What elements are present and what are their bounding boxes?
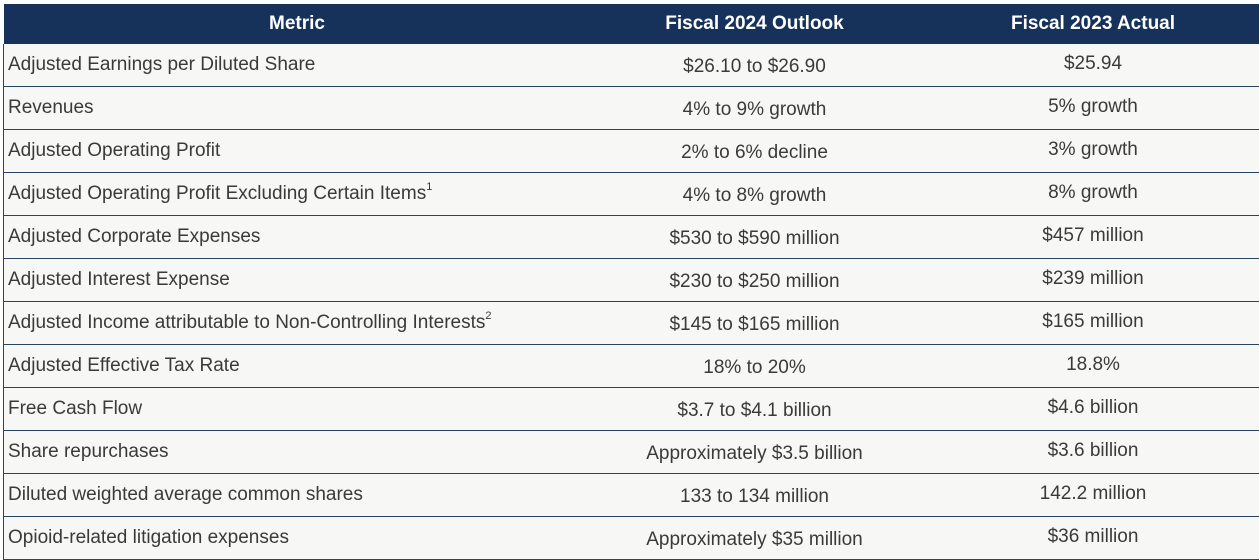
metric-cell: Free Cash Flow xyxy=(4,388,591,431)
metric-cell: Revenues xyxy=(4,87,591,130)
fiscal-2024-outlook-cell: 2% to 6% decline xyxy=(591,130,919,173)
fiscal-2023-actual-cell: 18.8% xyxy=(919,345,1259,388)
fiscal-2024-outlook-cell: 18% to 20% xyxy=(591,345,919,388)
metric-cell: Adjusted Income attributable to Non-Cont… xyxy=(4,302,591,345)
metric-label: Diluted weighted average common shares xyxy=(8,484,363,505)
table-row: Share repurchases Approximately $3.5 bill… xyxy=(4,431,1259,474)
fiscal-2023-actual-cell: 3% growth xyxy=(919,130,1259,173)
table-row: Adjusted Effective Tax Rate 18% to 20%18.… xyxy=(4,345,1259,388)
table-row: Adjusted Income attributable to Non-Cont… xyxy=(4,302,1259,345)
fiscal-2024-outlook-cell: $530 to $590 million xyxy=(591,216,919,259)
column-header-fiscal-2023-actual: Fiscal 2023 Actual xyxy=(919,4,1259,44)
metric-cell: Adjusted Earnings per Diluted Share xyxy=(4,44,591,87)
metric-cell: Share repurchases xyxy=(4,431,591,474)
fiscal-2024-outlook-cell: $3.7 to $4.1 billion xyxy=(591,388,919,431)
column-header-metric: Metric xyxy=(4,4,591,44)
table-row: Adjusted Interest Expense $230 to $250 mi… xyxy=(4,259,1259,302)
footnote-marker: 2 xyxy=(485,310,491,322)
fiscal-2023-actual-cell: $4.6 billion xyxy=(919,388,1259,431)
fiscal-2023-actual-cell: $165 million xyxy=(919,302,1259,345)
fiscal-2023-actual-cell: 142.2 million xyxy=(919,474,1259,517)
fiscal-2023-actual-cell: $25.94 xyxy=(919,44,1259,87)
metric-label: Free Cash Flow xyxy=(8,398,142,419)
metric-label: Share repurchases xyxy=(8,441,169,462)
column-header-fiscal-2024-outlook: Fiscal 2024 Outlook xyxy=(591,4,919,44)
table-row: Adjusted Corporate Expenses $530 to $590 … xyxy=(4,216,1259,259)
footnote-marker: 1 xyxy=(426,181,432,193)
fiscal-2024-outlook-cell: $26.10 to $26.90 xyxy=(591,44,919,87)
fiscal-2023-actual-cell: $239 million xyxy=(919,259,1259,302)
fiscal-2024-outlook-cell: 133 to 134 million xyxy=(591,474,919,517)
metric-cell: Adjusted Effective Tax Rate xyxy=(4,345,591,388)
metric-label: Adjusted Income attributable to Non-Cont… xyxy=(8,312,485,333)
fiscal-2024-outlook-cell: Approximately $3.5 billion xyxy=(591,431,919,474)
fiscal-2024-outlook-cell: 4% to 9% growth xyxy=(591,87,919,130)
metric-label: Adjusted Effective Tax Rate xyxy=(8,355,240,376)
metric-label: Opioid-related litigation expenses xyxy=(8,527,289,548)
metric-cell: Diluted weighted average common shares xyxy=(4,474,591,517)
fiscal-2024-outlook-cell: $230 to $250 million xyxy=(591,259,919,302)
table-body: Adjusted Earnings per Diluted Share $26.1… xyxy=(4,44,1259,560)
metric-label: Adjusted Corporate Expenses xyxy=(8,226,260,247)
metric-label: Adjusted Earnings per Diluted Share xyxy=(8,54,315,75)
metric-label: Adjusted Interest Expense xyxy=(8,269,230,290)
table-row: Adjusted Operating Profit Excluding Cert… xyxy=(4,173,1259,216)
header-row: Metric Fiscal 2024 Outlook Fiscal 2023 A… xyxy=(4,4,1259,44)
table-row: Diluted weighted average common shares 13… xyxy=(4,474,1259,517)
guidance-table: Metric Fiscal 2024 Outlook Fiscal 2023 A… xyxy=(3,4,1259,560)
table-row: Free Cash Flow $3.7 to $4.1 billion$4.6 b… xyxy=(4,388,1259,431)
table-header: Metric Fiscal 2024 Outlook Fiscal 2023 A… xyxy=(4,4,1259,44)
metric-cell: Adjusted Operating Profit xyxy=(4,130,591,173)
fiscal-2023-actual-cell: $3.6 billion xyxy=(919,431,1259,474)
fiscal-2023-actual-cell: $457 million xyxy=(919,216,1259,259)
table-row: Adjusted Operating Profit 2% to 6% declin… xyxy=(4,130,1259,173)
fiscal-2023-actual-cell: 5% growth xyxy=(919,87,1259,130)
metric-cell: Adjusted Interest Expense xyxy=(4,259,591,302)
metric-label: Adjusted Operating Profit Excluding Cert… xyxy=(8,183,426,204)
metric-cell: Adjusted Operating Profit Excluding Cert… xyxy=(4,173,591,216)
metric-cell: Adjusted Corporate Expenses xyxy=(4,216,591,259)
fiscal-2024-outlook-cell: $145 to $165 million xyxy=(591,302,919,345)
guidance-table-container: Metric Fiscal 2024 Outlook Fiscal 2023 A… xyxy=(3,4,1259,560)
fiscal-2024-outlook-cell: 4% to 8% growth xyxy=(591,173,919,216)
table-row: Adjusted Earnings per Diluted Share $26.1… xyxy=(4,44,1259,87)
metric-label: Adjusted Operating Profit xyxy=(8,140,220,161)
fiscal-2023-actual-cell: 8% growth xyxy=(919,173,1259,216)
metric-label: Revenues xyxy=(8,97,94,118)
